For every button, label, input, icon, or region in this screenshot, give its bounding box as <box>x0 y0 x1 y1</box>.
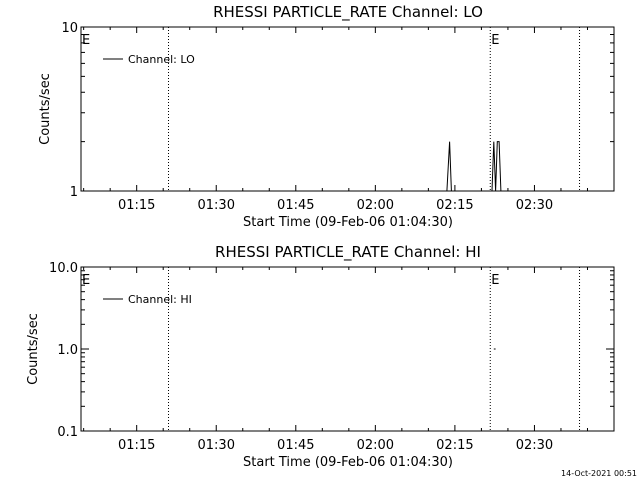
y-tick-label: 1 <box>70 185 78 200</box>
panel-lo-ticks: 01:15 01:30 01:45 02:00 02:15 02:30 1 10 <box>61 21 614 213</box>
panel-hi-ylabel: Counts/sec <box>26 313 41 385</box>
panel-lo-legend: Channel: LO <box>103 53 195 66</box>
panel-lo: RHESSI PARTICLE_RATE Channel: LO Counts/… <box>38 3 615 230</box>
x-tick-label: 01:15 <box>118 438 155 453</box>
panel-hi-legend-label: Channel: HI <box>128 293 192 306</box>
panel-hi-legend: Channel: HI <box>103 293 192 306</box>
panel-lo-series <box>446 141 502 192</box>
y-tick-label: 0.1 <box>57 425 78 440</box>
panel-hi-title: RHESSI PARTICLE_RATE Channel: HI <box>215 243 481 262</box>
x-tick-label: 01:45 <box>277 438 314 453</box>
series-line <box>446 141 452 192</box>
y-tick-label: 10 <box>61 21 78 36</box>
x-tick-label: 01:45 <box>277 198 314 213</box>
x-tick-label: 02:30 <box>516 198 553 213</box>
x-tick-label: 02:00 <box>357 198 394 213</box>
x-tick-label: 01:30 <box>198 198 235 213</box>
x-tick-label: 01:15 <box>118 198 155 213</box>
x-tick-label: 02:00 <box>357 438 394 453</box>
event-marker-label: E <box>82 33 90 48</box>
x-tick-label: 01:30 <box>198 438 235 453</box>
series-line <box>491 141 502 192</box>
panel-hi: RHESSI PARTICLE_RATE Channel: HI Counts/… <box>26 243 615 470</box>
panel-lo-ylabel: Counts/sec <box>38 73 53 145</box>
panel-lo-xlabel: Start Time (09-Feb-06 01:04:30) <box>243 215 453 230</box>
y-tick-label: 1.0 <box>57 343 78 358</box>
panel-hi-xlabel: Start Time (09-Feb-06 01:04:30) <box>243 455 453 470</box>
x-tick-label: 02:15 <box>436 198 473 213</box>
panel-lo-title: RHESSI PARTICLE_RATE Channel: LO <box>213 3 483 22</box>
panel-lo-legend-label: Channel: LO <box>128 53 195 66</box>
panel-hi-ticks: 01:15 01:30 01:45 02:00 02:15 02:30 0.1 1.0 10.0 <box>49 261 614 453</box>
panel-lo-frame <box>80 26 615 192</box>
event-marker-label: E <box>491 273 499 288</box>
x-tick-label: 02:30 <box>516 438 553 453</box>
y-tick-label: 10.0 <box>49 261 78 276</box>
timestamp-label: 14-Oct-2021 00:51 <box>561 469 637 478</box>
event-marker-label: E <box>82 273 90 288</box>
event-marker-label: E <box>491 33 499 48</box>
x-tick-label: 02:15 <box>436 438 473 453</box>
